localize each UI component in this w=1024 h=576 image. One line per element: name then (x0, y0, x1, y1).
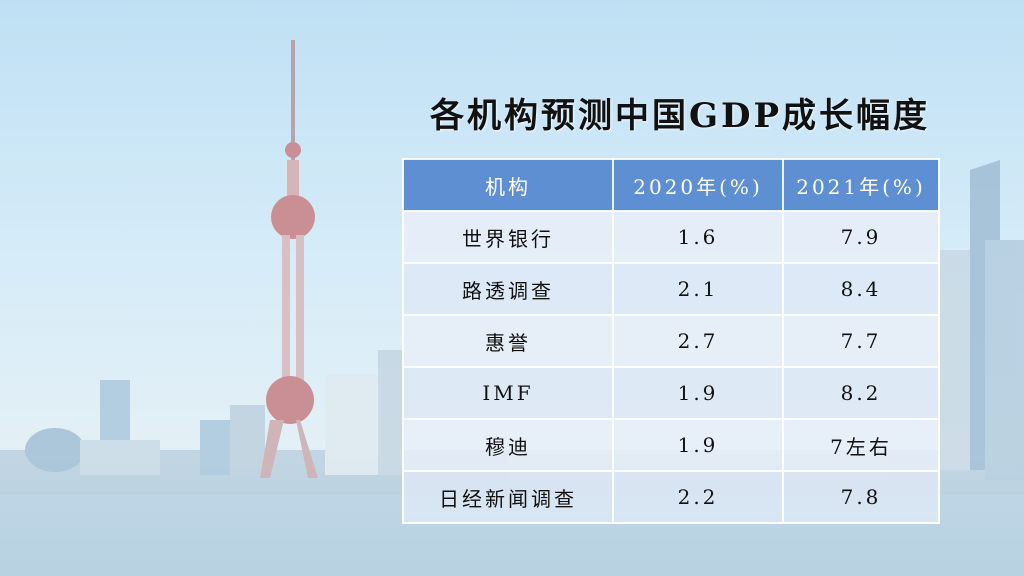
table-cell: 7.9 (782, 210, 940, 264)
table-cell: 1.6 (612, 210, 784, 264)
table-cell: 7.7 (782, 314, 940, 368)
table-cell: 8.4 (782, 262, 940, 316)
table-cell: IMF (402, 366, 614, 420)
column-header: 2021年(%) (782, 158, 940, 212)
table-cell: 路透调查 (402, 262, 614, 316)
table-header-row: 机构 2020年(%) 2021年(%) (402, 158, 940, 212)
table-cell: 世界银行 (402, 210, 614, 264)
column-header: 机构 (402, 158, 614, 212)
gdp-forecast-table: 机构 2020年(%) 2021年(%) 世界银行 1.6 7.9 路透调查 2.1 8.… (402, 158, 940, 524)
table-row: IMF 1.9 8.2 (402, 366, 940, 420)
table-cell: 惠誉 (402, 314, 614, 368)
table-cell: 日经新闻调查 (402, 470, 614, 524)
table-cell: 1.9 (612, 366, 784, 420)
oriental-pearl-tower (260, 40, 318, 478)
table-row: 世界银行 1.6 7.9 (402, 210, 940, 264)
table-cell: 1.9 (612, 418, 784, 472)
slide-title: 各机构预测中国GDP成长幅度 (429, 96, 931, 136)
table-cell: 7左右 (782, 418, 940, 472)
table-cell: 2.1 (612, 262, 784, 316)
table-row: 穆迪 1.9 7左右 (402, 418, 940, 472)
table-cell: 2.2 (612, 470, 784, 524)
table-cell: 7.8 (782, 470, 940, 524)
table-cell: 8.2 (782, 366, 940, 420)
table-row: 惠誉 2.7 7.7 (402, 314, 940, 368)
table-cell: 穆迪 (402, 418, 614, 472)
table-row: 日经新闻调查 2.2 7.8 (402, 470, 940, 524)
table-cell: 2.7 (612, 314, 784, 368)
column-header: 2020年(%) (612, 158, 784, 212)
table-row: 路透调查 2.1 8.4 (402, 262, 940, 316)
